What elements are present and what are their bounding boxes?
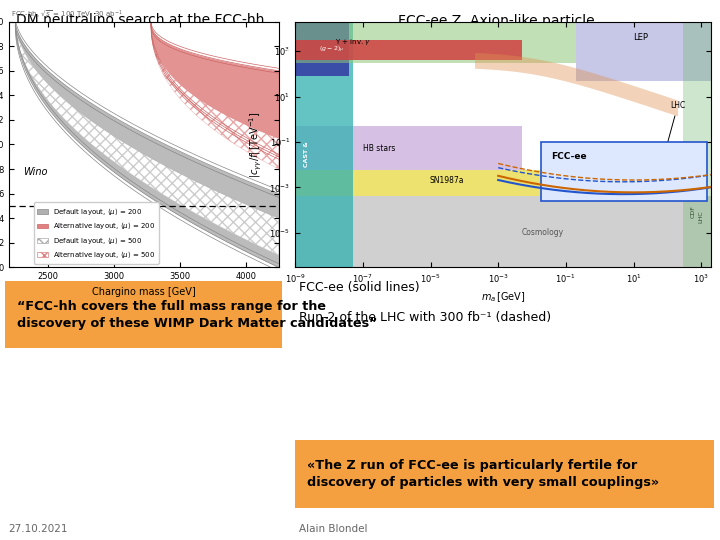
- Text: “FCC-hh covers the full mass range for the
discovery of these WIMP Dark Matter c: “FCC-hh covers the full mass range for t…: [17, 300, 378, 329]
- Text: Alain Blondel: Alain Blondel: [299, 523, 367, 534]
- Text: 27.10.2021: 27.10.2021: [9, 523, 68, 534]
- Text: LHC: LHC: [698, 210, 703, 223]
- Text: FCC-ee: FCC-ee: [551, 152, 587, 161]
- Text: $\Upsilon$ + inv. $\gamma$: $\Upsilon$ + inv. $\gamma$: [335, 37, 371, 48]
- Legend: $U(1)_Y$, $SU(2)_L$: $U(1)_Y$, $SU(2)_L$: [645, 160, 695, 195]
- Text: CDF: CDF: [691, 205, 696, 218]
- Text: LHC: LHC: [657, 102, 685, 177]
- X-axis label: Chargino mass [GeV]: Chargino mass [GeV]: [91, 287, 196, 296]
- FancyBboxPatch shape: [295, 440, 714, 508]
- Text: Run-2 of the LHC with 300 fb⁻¹ (dashed): Run-2 of the LHC with 300 fb⁻¹ (dashed): [299, 310, 551, 323]
- Text: FCC-ee Z  Axion-like particle: FCC-ee Z Axion-like particle: [398, 14, 595, 28]
- Y-axis label: $|c_{\gamma\gamma}/f|\,[\mathrm{TeV}^{-1}]$: $|c_{\gamma\gamma}/f|\,[\mathrm{TeV}^{-1…: [248, 111, 264, 178]
- Text: SN1987a: SN1987a: [429, 176, 464, 185]
- Text: SUNICO: SUNICO: [288, 46, 293, 70]
- Text: Cosmology: Cosmology: [521, 228, 563, 237]
- Text: FCC-ee (solid lines): FCC-ee (solid lines): [299, 281, 420, 294]
- Legend: Default layout, $\langle\mu\rangle$ = 200, Alternative layout, $\langle\mu\rangl: Default layout, $\langle\mu\rangle$ = 20…: [34, 202, 159, 264]
- Text: $(g-2)_\mu$: $(g-2)_\mu$: [319, 45, 344, 55]
- Text: DM neutralino search at the FCC-hh: DM neutralino search at the FCC-hh: [17, 14, 264, 28]
- Text: Wino: Wino: [23, 167, 48, 177]
- Text: HB stars: HB stars: [363, 144, 395, 153]
- FancyBboxPatch shape: [5, 281, 282, 348]
- Text: FCC-hh, $\sqrt{s}$ = 100 TeV, 30 ab$^{-1}$: FCC-hh, $\sqrt{s}$ = 100 TeV, 30 ab$^{-1…: [11, 9, 122, 21]
- Text: Z→ γa with  a→γγ: Z→ γa with a→γγ: [299, 251, 409, 264]
- FancyBboxPatch shape: [541, 142, 707, 201]
- Text: LEP: LEP: [634, 33, 649, 42]
- X-axis label: $m_a\,[\mathrm{GeV}]$: $m_a\,[\mathrm{GeV}]$: [481, 290, 526, 304]
- Text: CAST &: CAST &: [304, 141, 309, 167]
- Text: «The Z run of FCC-ee is particularly fertile for
discovery of particles with ver: «The Z run of FCC-ee is particularly fer…: [307, 459, 660, 489]
